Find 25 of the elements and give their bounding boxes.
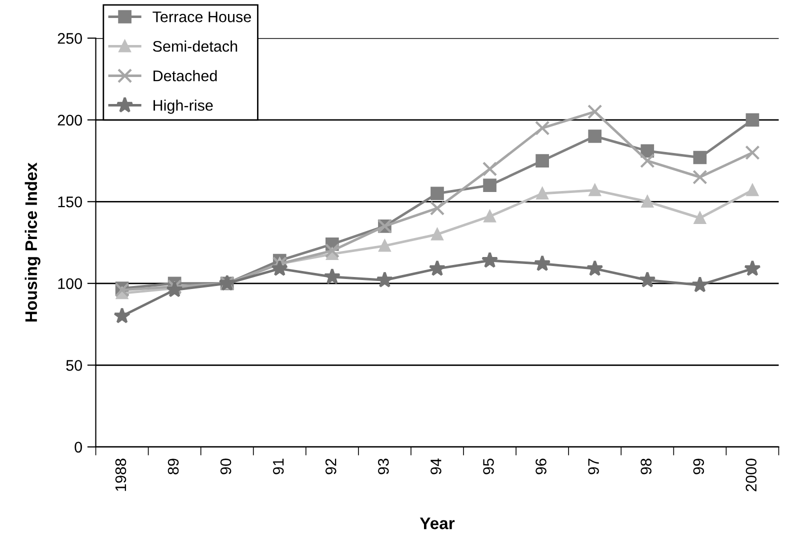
y-tick-label: 50: [66, 360, 82, 371]
x-tick-label: 91: [272, 458, 284, 474]
x-tick-label: 1988: [115, 458, 126, 491]
x-tick-label: 96: [536, 458, 546, 474]
legend-label: Detached: [154, 70, 217, 82]
x-tick-label: 94: [430, 458, 442, 474]
x-tick-label: 99: [693, 458, 704, 474]
y-tick-label: 0: [74, 442, 82, 453]
y-tick-label: 200: [58, 114, 82, 126]
legend-label: Terrace House: [152, 12, 251, 22]
x-tick-label: 92: [325, 458, 336, 474]
x-tick-label: 97: [588, 458, 599, 474]
x-tick-label: 93: [378, 458, 389, 474]
x-axis-title: Year: [420, 518, 455, 530]
y-axis-title: Housing Price Index: [24, 162, 40, 322]
x-tick-label: 95: [483, 458, 494, 474]
x-tick-label: 98: [640, 458, 652, 474]
y-tick-label: 250: [58, 33, 82, 44]
legend-label: High-rise: [154, 100, 213, 114]
x-tick-label: 89: [168, 458, 179, 474]
y-tick-label: 150: [58, 196, 82, 208]
legend-label: Semi-detach: [152, 40, 238, 52]
x-tick-label: 2000: [746, 458, 757, 492]
x-tick-label: 90: [220, 458, 232, 474]
y-tick-label: 100: [58, 278, 82, 290]
